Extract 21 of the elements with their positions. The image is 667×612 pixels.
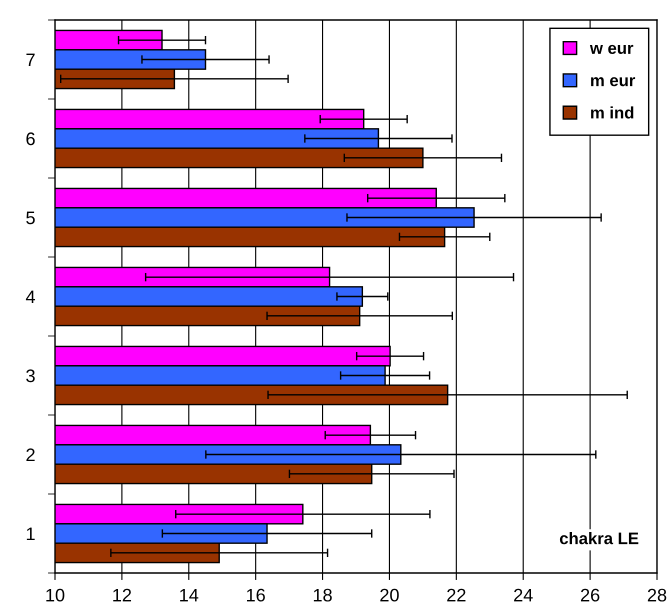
x-tick-label: 20 <box>380 588 399 602</box>
x-tick-label: 12 <box>113 588 132 602</box>
y-tick-label: 2 <box>26 448 35 462</box>
legend-label: w eur <box>590 44 634 54</box>
x-tick-label: 16 <box>247 588 265 602</box>
x-tick-label: 14 <box>180 588 198 602</box>
x-tick-label: 26 <box>580 588 600 602</box>
x-tick-label: 22 <box>447 588 466 602</box>
y-tick-label: 3 <box>26 369 35 382</box>
y-tick-label: 5 <box>26 212 35 224</box>
x-tick-label: 10 <box>46 588 64 602</box>
y-tick-label: 6 <box>26 132 35 146</box>
y-tick-label: 4 <box>26 290 36 304</box>
y-tick-label: 1 <box>26 528 35 540</box>
x-tick-label: 28 <box>648 588 666 602</box>
x-tick-label: 24 <box>514 588 533 602</box>
x-tick-label: 18 <box>314 588 332 602</box>
y-tick-label: 7 <box>26 54 35 66</box>
legend-label: m ind <box>591 106 634 119</box>
legend-label: m eur <box>591 77 636 86</box>
annotation: chakra LE <box>560 532 638 544</box>
